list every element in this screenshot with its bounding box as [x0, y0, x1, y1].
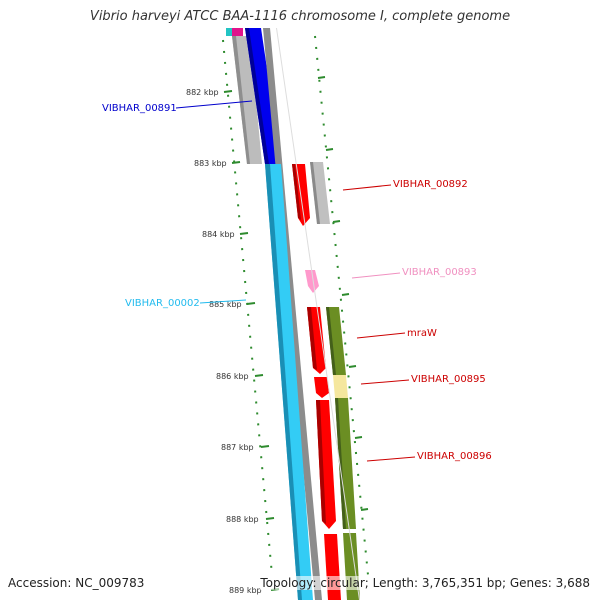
gene-band-shadow: [245, 28, 269, 164]
gene-label-VIBHAR_00891[interactable]: VIBHAR_00891: [102, 103, 177, 114]
tick-label: 888 kbp: [226, 515, 259, 524]
gene-label-VIBHAR_00895[interactable]: VIBHAR_00895: [411, 374, 486, 385]
olive-band-shadow: [326, 307, 336, 375]
gene-label-VIBHAR_00892[interactable]: VIBHAR_00892: [393, 179, 468, 190]
tick-label: 885 kbp: [209, 300, 242, 309]
gene-labels: VIBHAR_00891 VIBHAR_00892 VIBHAR_00893 V…: [102, 100, 492, 462]
leader-line-VIBHAR_00893: [351, 272, 401, 279]
leader-line-VIBHAR_00895: [360, 379, 410, 385]
tick-mark: [265, 517, 275, 520]
gray-feature-shadow: [232, 36, 250, 164]
gray-block-shadow: [310, 162, 320, 224]
tick-mark: [254, 374, 264, 377]
tick-mark: [246, 302, 256, 305]
olive-band-segment[interactable]: [335, 398, 356, 529]
gene-arrow-shadow: [292, 164, 301, 220]
gene-band-shadow: [265, 164, 302, 600]
gene-arrow-shadow: [316, 400, 326, 524]
tick-label: 882 kbp: [186, 88, 219, 97]
dotted-guide-outer: [314, 35, 369, 576]
accession-label: Accession: NC_009783: [8, 576, 145, 590]
magenta-feature-stub[interactable]: [231, 28, 243, 36]
tick-mark: [260, 445, 270, 448]
outer-boundary-line: [276, 28, 360, 600]
tick-label: 889 kbp: [229, 586, 262, 595]
gene-label-VIBHAR_00896[interactable]: VIBHAR_00896: [417, 451, 492, 462]
leader-line-mraW: [356, 332, 406, 339]
map-title: Vibrio harveyi ATCC BAA-1116 chromosome …: [89, 9, 511, 24]
gene-arrow-shadow: [307, 307, 317, 370]
axis-ticks: 882 kbp 883 kbp 884 kbp 885 kbp 886 kbp …: [186, 76, 369, 595]
leader-line-VIBHAR_00002: [199, 299, 247, 304]
gray-block-feature[interactable]: [310, 162, 330, 224]
olive-band-shadow: [335, 398, 346, 529]
tick-mark: [239, 232, 249, 235]
gene-label-mraW[interactable]: mraW: [407, 328, 437, 339]
leader-line-VIBHAR_00892: [342, 184, 392, 191]
gene-label-VIBHAR_00002[interactable]: VIBHAR_00002: [125, 298, 200, 309]
leader-line-VIBHAR_00896: [366, 456, 416, 462]
cyan-feature-stub[interactable]: [226, 28, 232, 36]
dotted-guide-inner: [222, 39, 273, 576]
tick-mark: [231, 161, 241, 164]
genome-summary-label: Topology: circular; Length: 3,765,351 bp…: [260, 576, 590, 590]
gene-arrow-VIBHAR_00895[interactable]: [314, 377, 329, 398]
tick-label: 887 kbp: [221, 443, 254, 452]
tick-mark: [223, 90, 233, 93]
tick-label: 884 kbp: [202, 230, 235, 239]
gene-arrow-VIBHAR_00893[interactable]: [305, 270, 319, 293]
olive-band-segment[interactable]: [326, 307, 346, 375]
gene-label-VIBHAR_00893[interactable]: VIBHAR_00893: [402, 267, 477, 278]
gene-arrow-bottom[interactable]: [324, 534, 341, 600]
tick-label: 883 kbp: [194, 159, 227, 168]
leader-line-VIBHAR_00891: [175, 100, 253, 109]
pale-band-segment[interactable]: [333, 375, 348, 398]
tick-label: 886 kbp: [216, 372, 249, 381]
